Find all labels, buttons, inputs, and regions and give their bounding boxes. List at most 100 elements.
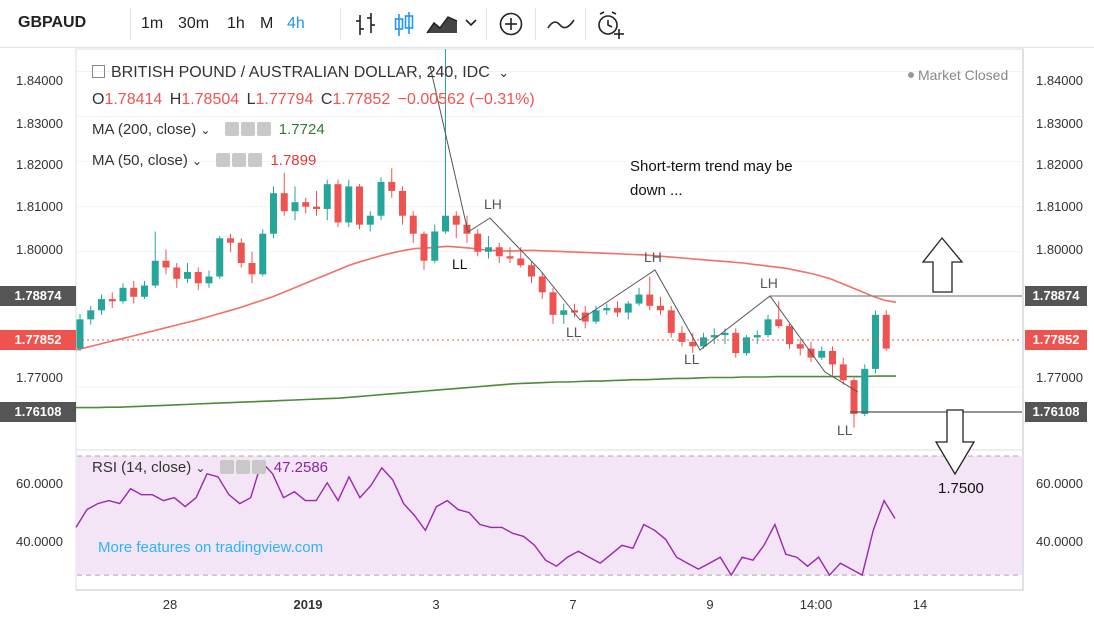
- candles-icon[interactable]: [390, 9, 418, 44]
- candle-body: [775, 319, 783, 327]
- interval-4h[interactable]: 4h: [287, 15, 305, 32]
- candle-body: [291, 202, 299, 212]
- top-toolbar: GBPAUD 1m 30m 1h M 4h: [0, 0, 1094, 48]
- chevron-down-icon[interactable]: ⌄: [192, 154, 203, 168]
- candle-body: [603, 308, 611, 311]
- current-price-tag-right: 1.77852: [1025, 330, 1087, 350]
- candle-body: [721, 332, 729, 336]
- visibility-icon[interactable]: [219, 460, 234, 474]
- toolbar-divider: [535, 8, 536, 40]
- candle-body: [689, 341, 697, 347]
- candle-body: [678, 332, 686, 342]
- bar-style-icon[interactable]: [352, 9, 380, 44]
- lower-level-tag: 1.76108: [0, 402, 76, 422]
- close-label: C: [320, 91, 333, 108]
- target-label: 1.7500: [938, 480, 984, 497]
- candle-body: [323, 184, 331, 209]
- x-tick: 2019: [293, 597, 323, 612]
- interval-month[interactable]: M: [260, 15, 274, 32]
- candle-body: [452, 215, 460, 225]
- chevron-down-icon[interactable]: ⌄: [195, 461, 206, 475]
- ma50-label[interactable]: MA (50, close): [92, 152, 188, 169]
- interval-30m[interactable]: 30m: [178, 15, 210, 32]
- collapse-icon[interactable]: [92, 65, 105, 78]
- upper-level-tag-right: 1.78874: [1025, 286, 1087, 306]
- candles: [76, 49, 890, 428]
- toolbar-divider: [585, 8, 586, 40]
- y-tick-right: 1.84000: [1036, 73, 1083, 88]
- visibility-icon[interactable]: [216, 153, 231, 167]
- symbol-search[interactable]: GBPAUD: [18, 14, 87, 31]
- alert-icon[interactable]: [594, 9, 626, 46]
- ma50-value: 1.7899: [270, 152, 317, 169]
- candle-body: [237, 242, 245, 264]
- x-tick: 28: [162, 597, 178, 612]
- candle-body: [753, 335, 761, 338]
- candle-body: [818, 350, 826, 358]
- compare-icon[interactable]: [496, 9, 526, 44]
- tradingview-watermark[interactable]: More features on tradingview.com: [98, 539, 324, 556]
- candle-body: [366, 215, 374, 225]
- rsi-tick-right: 40.0000: [1036, 534, 1083, 549]
- candle-body: [130, 287, 138, 297]
- ma200-label[interactable]: MA (200, close): [92, 121, 197, 138]
- interval-1m[interactable]: 1m: [141, 15, 164, 32]
- close-icon[interactable]: [248, 153, 263, 167]
- candle-body: [345, 186, 353, 223]
- rsi-label[interactable]: RSI (14, close): [92, 459, 192, 476]
- y-tick-right: 1.83000: [1036, 116, 1083, 131]
- candle-body: [356, 186, 363, 225]
- ma200-line: [76, 375, 896, 409]
- toolbar-divider: [130, 8, 131, 40]
- candle-body: [646, 294, 654, 306]
- candle-body: [850, 380, 858, 414]
- candle-body: [162, 260, 170, 268]
- gear-icon[interactable]: [235, 460, 250, 474]
- candle-body: [624, 303, 632, 313]
- rsi-tick: 60.0000: [16, 476, 63, 491]
- gear-icon[interactable]: [232, 153, 247, 167]
- candle-body: [377, 181, 385, 216]
- candle-body: [184, 272, 191, 279]
- status-dot-icon: [908, 72, 914, 78]
- y-tick-right: 1.80000: [1036, 242, 1083, 257]
- line-tool-icon[interactable]: [545, 9, 577, 44]
- candle-body: [76, 319, 84, 349]
- moving-averages: [75, 245, 897, 409]
- candle-body: [420, 233, 428, 261]
- open-value: 1.78414: [104, 91, 163, 108]
- y-tick: 1.81000: [16, 199, 63, 214]
- candle-body: [248, 263, 256, 275]
- candle-body: [216, 238, 224, 277]
- ma200-row: MA (200, close) ⌄ 1.7724: [92, 121, 325, 138]
- chevron-down-icon[interactable]: [464, 13, 478, 38]
- visibility-icon[interactable]: [224, 122, 239, 136]
- ma50-controls: [214, 152, 263, 169]
- y-tick: 1.83000: [16, 116, 63, 131]
- y-tick-right: 1.81000: [1036, 199, 1083, 214]
- swing-line-1: [429, 65, 541, 271]
- indicators-icon[interactable]: [424, 9, 460, 44]
- close-icon[interactable]: [256, 122, 271, 136]
- swing-lines: [429, 65, 859, 393]
- current-price-tag: 1.77852: [0, 330, 76, 350]
- chevron-down-icon[interactable]: ⌄: [200, 123, 211, 137]
- candle-body: [399, 190, 406, 216]
- y-tick: 1.80000: [16, 242, 63, 257]
- chevron-down-icon[interactable]: ⌄: [498, 65, 510, 80]
- x-tick: 3: [432, 597, 440, 612]
- ma200-value: 1.7724: [278, 121, 325, 138]
- high-label: H: [169, 91, 182, 108]
- candle-body: [302, 202, 310, 207]
- open-label: O: [92, 91, 105, 108]
- high-value: 1.78504: [181, 91, 240, 108]
- candle-body: [474, 233, 482, 252]
- low-value: 1.77794: [255, 91, 314, 108]
- gear-icon[interactable]: [240, 122, 255, 136]
- candle-body: [119, 287, 127, 302]
- close-icon[interactable]: [251, 460, 266, 474]
- interval-1h[interactable]: 1h: [227, 15, 245, 32]
- candle-body: [431, 231, 439, 261]
- candle-body: [517, 258, 525, 266]
